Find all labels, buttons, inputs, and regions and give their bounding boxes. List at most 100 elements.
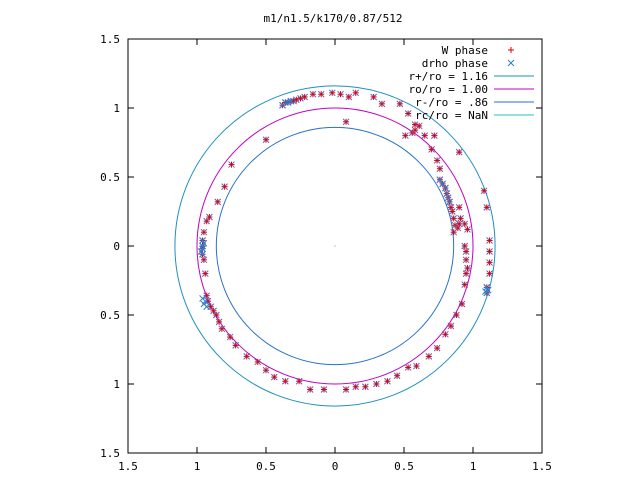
w-phase-point xyxy=(405,364,412,371)
w-phase-point xyxy=(296,378,303,385)
w-phase-point xyxy=(320,386,327,393)
w-phase-point xyxy=(434,157,441,164)
w-phase-point xyxy=(461,243,468,249)
w-phase-point xyxy=(373,381,380,387)
w-phase-point xyxy=(464,226,471,233)
w-phase-point xyxy=(352,383,359,390)
w-phase-point xyxy=(378,100,385,107)
legend-label: rc/ro = NaN xyxy=(415,109,488,122)
w-phase-point xyxy=(227,334,234,341)
w-phase-point xyxy=(457,215,464,222)
drho-phase-point xyxy=(443,190,451,197)
legend-label: r+/ro = 1.16 xyxy=(409,70,488,83)
drho-phase-point xyxy=(439,180,446,188)
w-phase-point xyxy=(425,353,432,360)
w-phase-point xyxy=(343,118,350,125)
y-tick-label: 1 xyxy=(113,378,120,391)
w-phase-point xyxy=(271,374,278,381)
w-phase-point xyxy=(456,220,463,227)
w-phase-point xyxy=(343,386,350,393)
w-phase-point xyxy=(337,91,344,98)
w-phase-point xyxy=(206,214,213,221)
w-phase-point xyxy=(483,204,490,211)
w-phase-point xyxy=(254,358,261,365)
w-phase-point xyxy=(216,318,223,325)
legend-marker-cross xyxy=(507,59,515,67)
w-phase-point xyxy=(464,265,471,272)
w-phase-point xyxy=(370,93,377,100)
legend-label: W phase xyxy=(442,44,488,57)
w-phase-point xyxy=(431,132,438,139)
w-phase-point xyxy=(428,146,435,153)
circle-series xyxy=(215,126,455,366)
w-phase-point xyxy=(449,208,456,215)
w-phase-point xyxy=(413,363,420,370)
w-phase-point xyxy=(263,136,269,143)
w-phase-point xyxy=(282,378,289,385)
w-phase-point xyxy=(454,225,461,232)
legend-label: drho phase xyxy=(422,57,488,70)
x-tick-label: 1 xyxy=(470,460,477,473)
w-phase-point xyxy=(434,345,441,352)
w-phase-point xyxy=(214,198,221,205)
w-phase-point xyxy=(412,121,419,128)
y-tick-label: 1 xyxy=(113,102,120,115)
w-phase-point xyxy=(461,220,468,227)
drho-phase-point xyxy=(436,176,444,184)
w-phase-point xyxy=(486,248,493,255)
w-phase-point xyxy=(384,378,391,385)
w-phase-point xyxy=(202,270,209,277)
axis-ticks: 1.5 1 0.5 0 0.5 1 1.51.510.500.511.5 xyxy=(100,33,552,473)
circle-series xyxy=(174,85,496,407)
w-phase-point xyxy=(405,110,412,117)
x-tick-label: 1.5 xyxy=(532,460,552,473)
drho-phase-point xyxy=(444,194,452,202)
w-phase-point xyxy=(394,372,401,379)
drho-phase-point xyxy=(287,97,295,105)
w-phase-point xyxy=(218,325,225,332)
w-phase-point xyxy=(301,93,308,100)
w-phase-point xyxy=(447,204,454,211)
y-tick-label: 0.5 xyxy=(100,309,120,322)
w-phase-point xyxy=(458,300,465,307)
w-phase-point xyxy=(200,229,207,236)
drho-phase-point xyxy=(203,303,211,311)
w-phase-point xyxy=(297,95,304,102)
x-tick-label: 0.5 xyxy=(394,460,414,473)
w-phase-point xyxy=(461,281,468,288)
w-phase-point xyxy=(318,91,325,98)
w-phase-point xyxy=(293,96,300,103)
w-phase-point xyxy=(412,127,419,134)
w-phase-point xyxy=(450,229,457,236)
y-tick-label: 1.5 xyxy=(100,33,120,46)
w-phase-point xyxy=(456,204,463,211)
legend-label: ro/ro = 1.00 xyxy=(409,83,488,96)
w-phase-point xyxy=(263,367,269,374)
w-phase-point xyxy=(442,331,449,338)
w-phase-point xyxy=(456,149,463,156)
w-phase-point xyxy=(396,100,403,107)
y-tick-label: 1.5 xyxy=(100,447,120,460)
x-tick-label: 1.5 xyxy=(118,460,138,473)
w-phase-point xyxy=(416,122,423,129)
drho-phase-point xyxy=(197,248,205,255)
drho-phase-point xyxy=(446,198,453,206)
w-phase-point xyxy=(453,312,460,318)
x-tick-label: 0.5 xyxy=(256,460,276,473)
w-phase-point xyxy=(352,89,359,96)
drho-phase-point xyxy=(281,99,289,106)
w-phase-point xyxy=(307,386,314,393)
w-phase-point xyxy=(486,237,493,244)
chart-title: m1/n1.5/k170/0.87/512 xyxy=(263,12,402,25)
w-phase-point xyxy=(421,132,428,139)
legend-label: r-/ro = .86 xyxy=(415,96,488,109)
w-phase-point xyxy=(345,93,352,100)
w-phase-point xyxy=(221,183,228,190)
reference-circles xyxy=(174,85,496,407)
w-phase-point xyxy=(243,353,250,360)
y-tick-label: 0 xyxy=(113,240,120,253)
w-phase-point xyxy=(329,89,336,96)
w-phase-point xyxy=(486,270,493,277)
